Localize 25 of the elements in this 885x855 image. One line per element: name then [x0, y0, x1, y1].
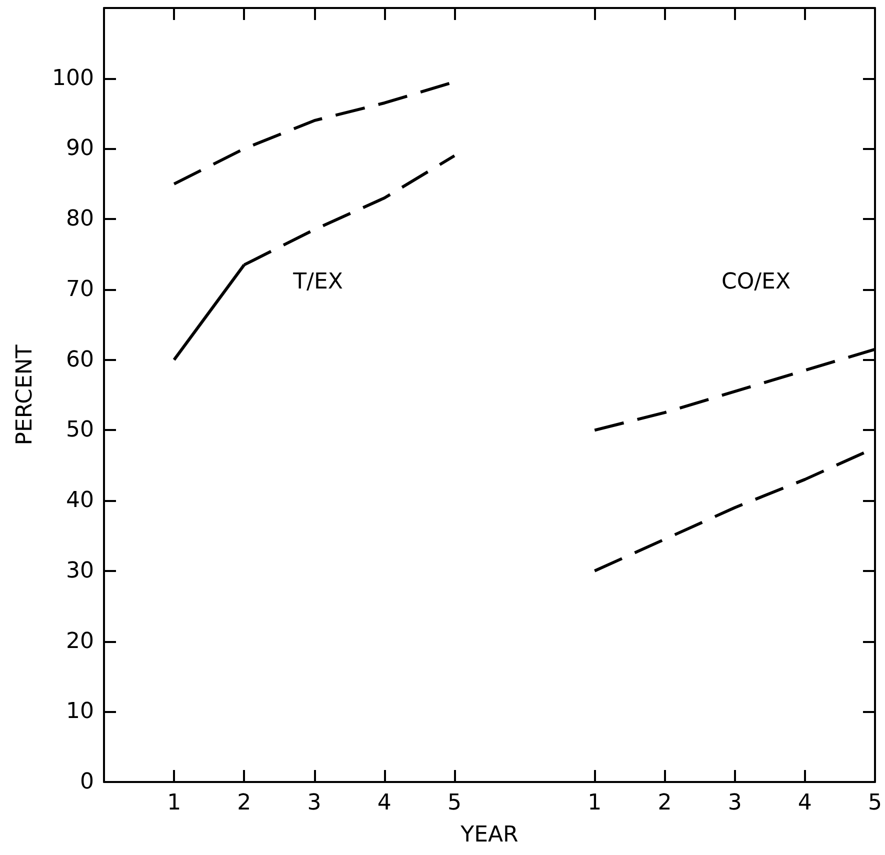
x-tick-label: 3 — [728, 790, 742, 816]
y-tick-label: 90 — [66, 136, 94, 162]
y-tick-label: 60 — [66, 347, 94, 372]
x-tick-label: 1 — [588, 790, 602, 816]
y-tick-label: 100 — [52, 66, 94, 91]
annotation: CO/EX — [721, 270, 791, 294]
x-tick-label: 5 — [868, 790, 882, 816]
y-tick-label: 70 — [66, 276, 94, 302]
x-tick-label: 5 — [447, 790, 462, 816]
y-tick-label: 10 — [66, 699, 94, 724]
x-tick-label: 2 — [658, 790, 672, 816]
x-tick-label: 1 — [167, 790, 182, 816]
y-tick-label: 0 — [80, 770, 94, 794]
annotation: T/EX — [292, 270, 343, 294]
x-axis-title: YEAR — [460, 822, 518, 848]
x-tick-label: 3 — [307, 790, 322, 816]
x-tick-label: 2 — [237, 790, 252, 816]
y-tick-label: 50 — [66, 418, 94, 443]
x-tick-label: 4 — [377, 790, 392, 816]
x-tick-label: 4 — [798, 790, 812, 816]
y-tick-label: 80 — [66, 206, 94, 232]
y-tick-label: 40 — [66, 488, 94, 514]
y-tick-label: 30 — [66, 558, 94, 584]
y-axis-title: PERCENT — [12, 344, 38, 446]
y-tick-label: 20 — [66, 628, 94, 654]
